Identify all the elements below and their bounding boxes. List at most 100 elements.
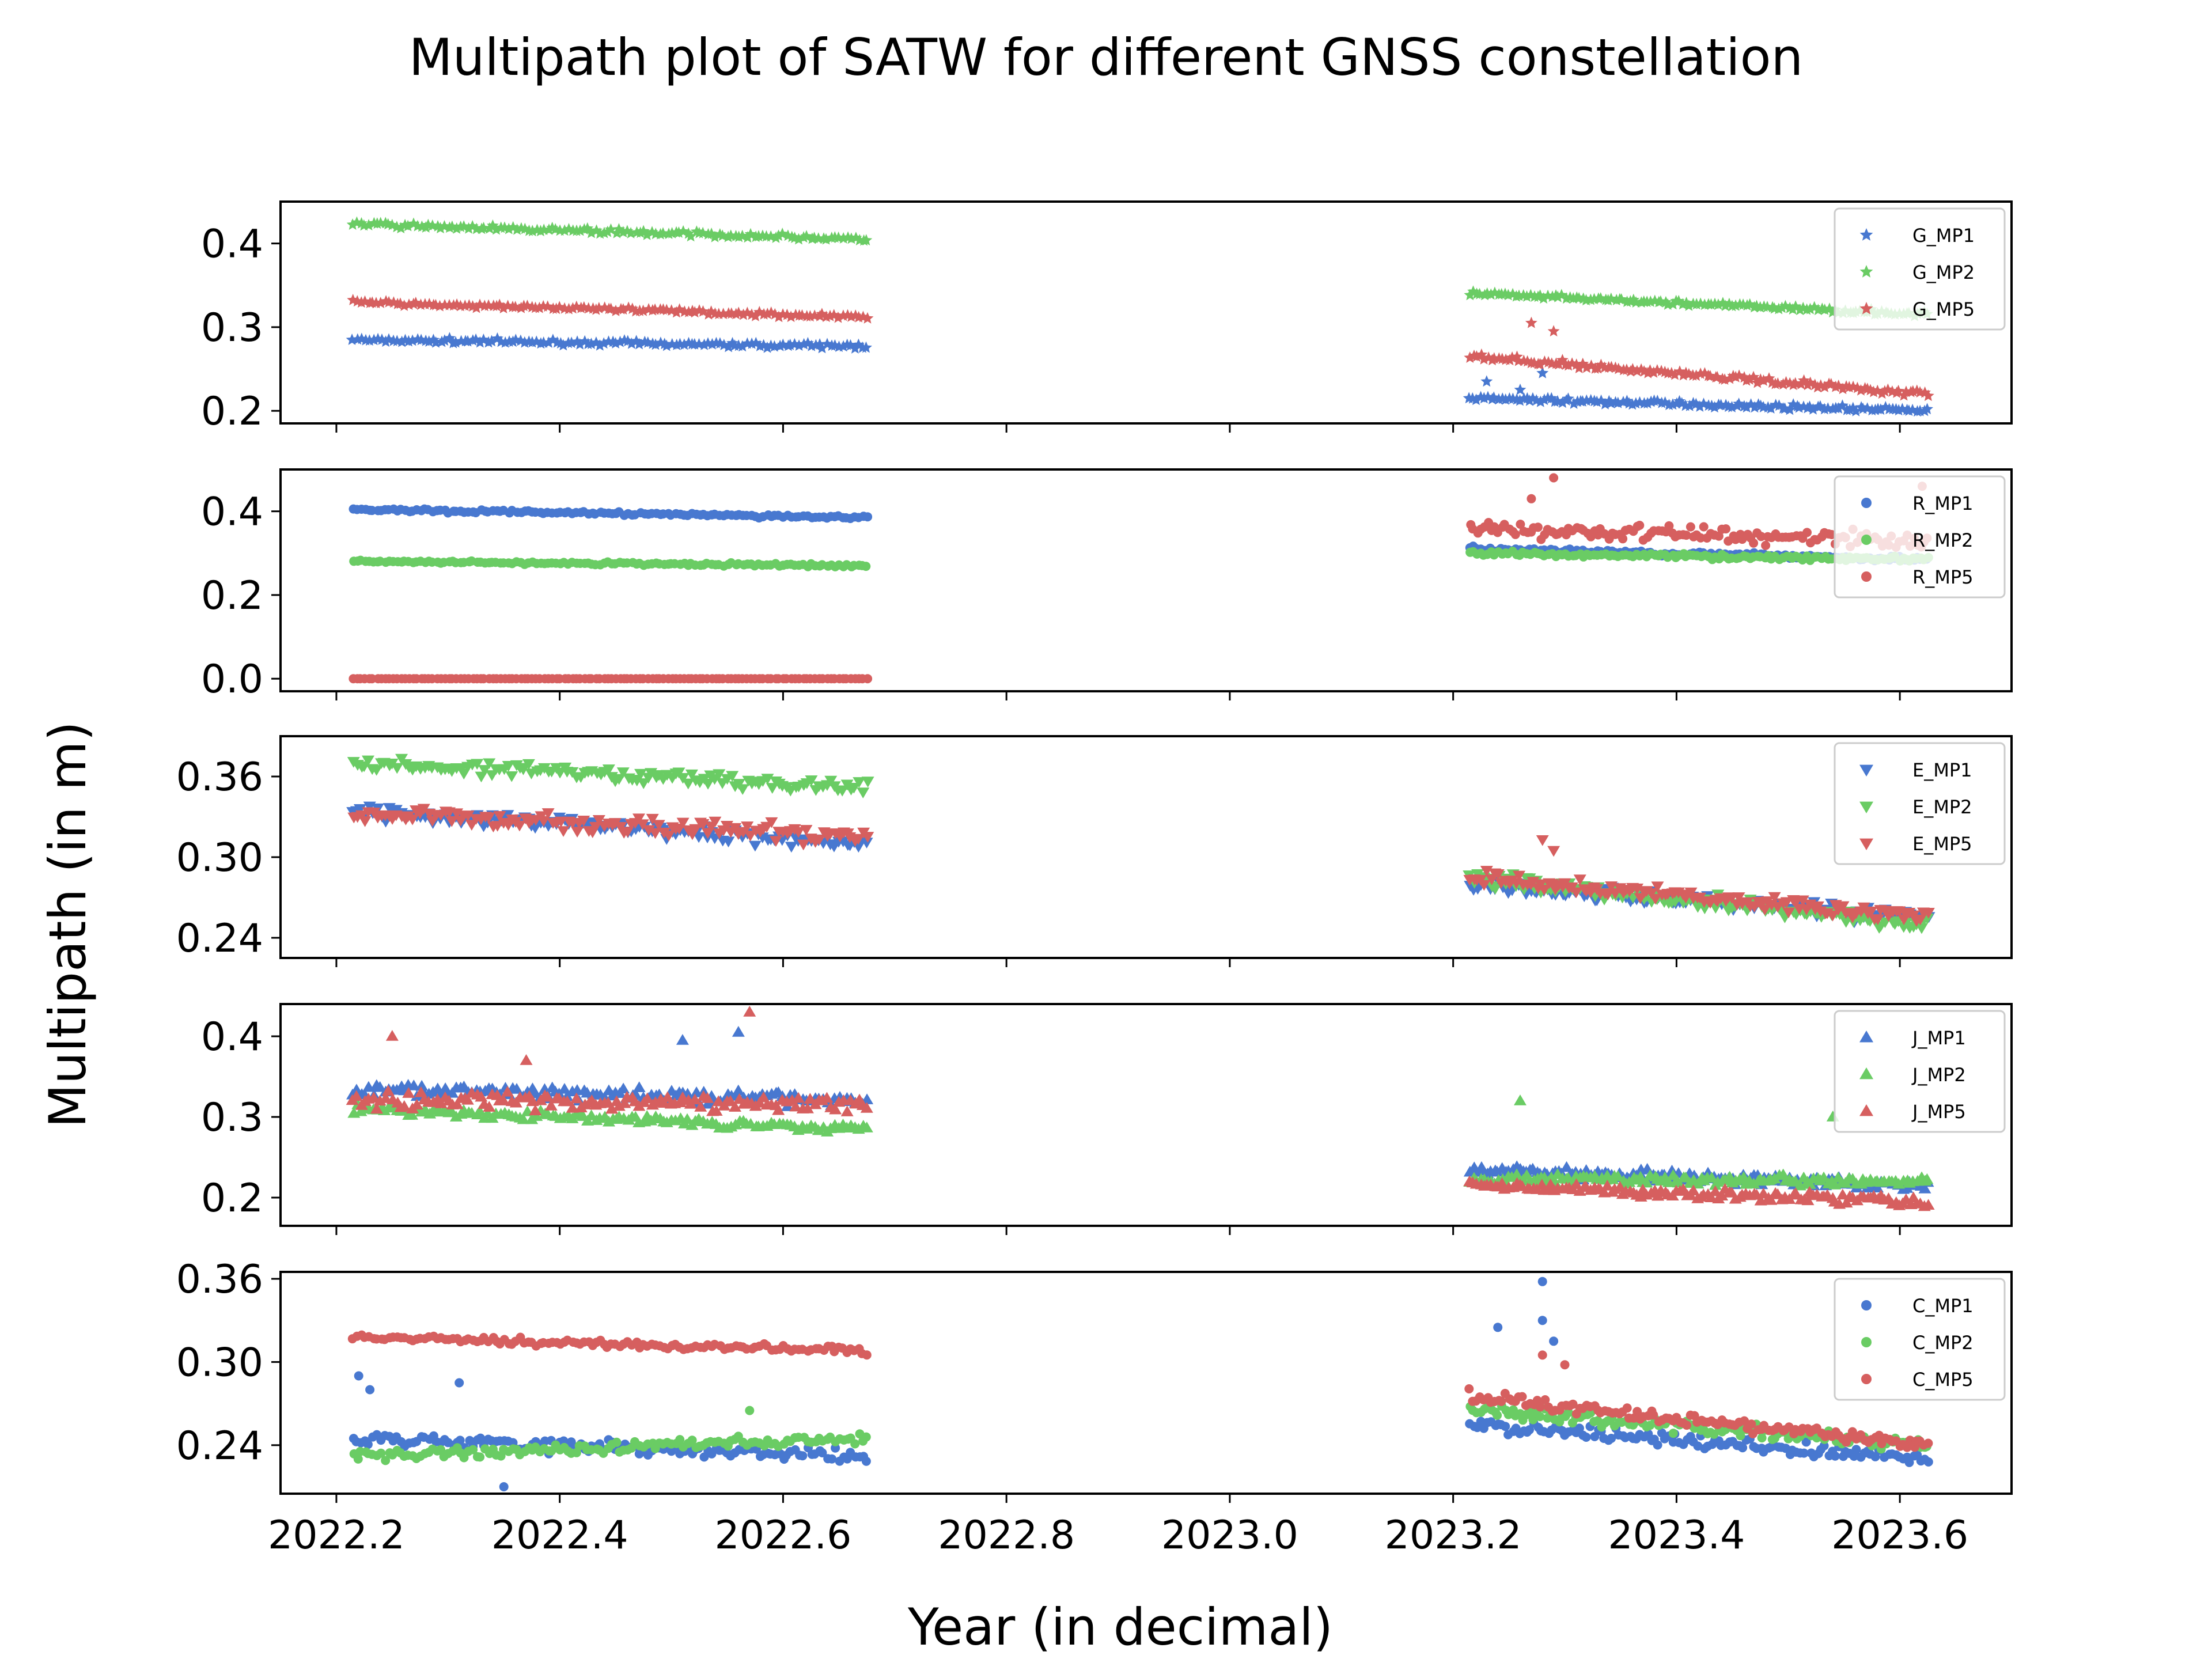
data-point <box>636 819 649 831</box>
data-point <box>1923 1457 1933 1467</box>
data-point <box>445 816 459 827</box>
data-point <box>1534 358 1546 370</box>
data-point <box>547 334 559 346</box>
data-point <box>497 302 510 313</box>
data-point <box>1789 1187 1802 1198</box>
data-point <box>813 834 826 846</box>
data-point <box>824 775 838 787</box>
data-point <box>816 342 828 354</box>
data-point <box>1799 1448 1809 1458</box>
axes-frame <box>279 200 2013 425</box>
series-e-mp2 <box>347 753 1934 934</box>
data-point <box>1836 901 1850 912</box>
data-point <box>863 674 873 684</box>
data-point <box>482 336 495 348</box>
data-point <box>592 815 605 826</box>
data-point <box>602 764 615 775</box>
legend-label: J_MP2 <box>1911 1064 1966 1086</box>
data-point <box>601 225 614 237</box>
data-point <box>405 1109 418 1120</box>
data-point <box>363 1440 373 1449</box>
data-point <box>1794 304 1806 316</box>
data-point <box>585 226 597 238</box>
data-point <box>860 838 873 849</box>
data-point <box>1740 401 1753 413</box>
data-point <box>1573 362 1585 373</box>
data-point <box>353 804 366 815</box>
data-point <box>355 296 368 308</box>
data-point <box>1527 494 1536 503</box>
data-point <box>574 338 586 350</box>
data-point <box>769 836 782 847</box>
x-tick-label: 2023.2 <box>1385 1513 1522 1558</box>
data-point <box>676 772 690 784</box>
data-point <box>391 763 404 774</box>
data-point <box>1631 365 1643 377</box>
series-c-mp5 <box>347 1330 1933 1452</box>
points-c <box>347 1277 1933 1491</box>
data-point <box>1721 524 1731 534</box>
data-point <box>698 338 711 350</box>
data-point <box>461 1093 474 1105</box>
data-point <box>1534 879 1547 891</box>
data-point <box>554 816 567 828</box>
data-point <box>1923 1438 1933 1448</box>
data-point <box>1843 403 1856 415</box>
y-tick-label: 0.3 <box>201 305 263 351</box>
chart-title: Multipath plot of SATW for different GNS… <box>409 28 1803 87</box>
data-point <box>597 337 610 349</box>
legend-marker <box>1859 1031 1873 1043</box>
data-point <box>1653 1440 1662 1450</box>
data-point <box>1902 1442 1912 1452</box>
y-tick-label: 0.2 <box>201 389 263 434</box>
data-point <box>407 1080 421 1090</box>
data-point <box>1590 1431 1600 1441</box>
data-point <box>571 827 584 838</box>
data-point <box>1764 1194 1778 1205</box>
data-point <box>1513 1094 1527 1105</box>
data-point <box>1580 394 1593 406</box>
data-point <box>1664 521 1674 531</box>
data-point <box>1747 1419 1756 1429</box>
data-point <box>598 226 611 238</box>
data-point <box>1871 914 1884 926</box>
legend-marker <box>1859 838 1873 850</box>
data-point <box>1647 366 1660 378</box>
points-j <box>346 1006 1935 1211</box>
data-point <box>1574 1423 1584 1433</box>
data-point <box>354 1371 363 1381</box>
data-point <box>681 778 695 790</box>
data-point <box>1847 1427 1857 1437</box>
points-r <box>349 473 1933 684</box>
data-point <box>1764 402 1777 414</box>
data-point <box>701 1097 714 1109</box>
data-point <box>1668 1429 1678 1438</box>
data-point <box>827 1454 837 1464</box>
data-point <box>634 226 647 238</box>
panel-r: 0.0 0.2 0.4 R_MP1 R_MP2 R_MP5 <box>201 468 2013 702</box>
data-point <box>617 226 630 238</box>
data-point <box>717 308 730 319</box>
data-point <box>1649 1410 1658 1420</box>
legend-label: R_MP1 <box>1912 493 1974 514</box>
data-point <box>1776 301 1788 313</box>
x-tick-label: 2022.4 <box>491 1513 628 1558</box>
y-tick-label: 0.36 <box>176 755 263 800</box>
data-point <box>427 334 440 346</box>
legend-marker <box>1861 498 1872 508</box>
data-point <box>450 222 463 234</box>
series-e-mp5 <box>347 804 1935 927</box>
data-point <box>1740 1416 1749 1426</box>
data-point <box>1514 394 1526 406</box>
data-point <box>1635 521 1645 530</box>
data-point <box>1626 398 1639 410</box>
data-point <box>812 1124 825 1135</box>
data-point <box>1547 325 1560 337</box>
data-point <box>612 1437 622 1447</box>
data-point <box>1904 1457 1914 1467</box>
data-point <box>350 1090 363 1101</box>
data-point <box>1804 376 1817 388</box>
data-point <box>632 1081 646 1092</box>
legend-label: J_MP5 <box>1911 1101 1966 1123</box>
data-point <box>1488 884 1502 895</box>
